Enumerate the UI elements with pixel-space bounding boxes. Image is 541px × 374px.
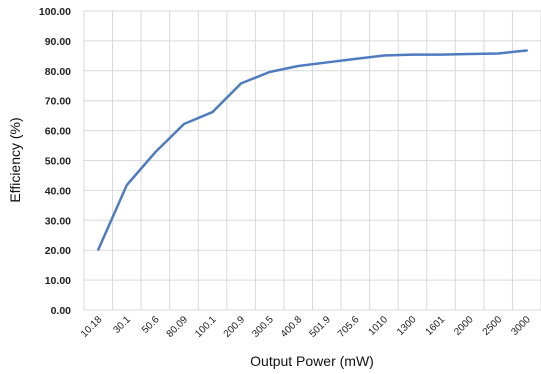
y-tick-label: 70.00 <box>45 96 71 108</box>
y-tick-label: 80.00 <box>45 66 71 78</box>
x-tick-label: 80.09 <box>165 314 191 340</box>
y-tick-label: 100.00 <box>39 6 71 18</box>
y-axis-tick-labels: 0.00 10.00 20.00 30.00 40.00 50.00 60.00 70.00 8… <box>39 6 71 317</box>
y-tick-label: 40.00 <box>45 185 71 197</box>
x-tick-label: 1300 <box>395 314 419 338</box>
x-tick-label: 10.18 <box>79 314 105 340</box>
series-group <box>97 49 528 251</box>
x-tick-label: 400.8 <box>279 314 305 340</box>
x-tick-label: 300.5 <box>250 314 276 340</box>
x-tick-label: 501.9 <box>307 314 333 340</box>
x-tick-label: 50.6 <box>140 314 162 336</box>
x-axis-title: Output Power (mW) <box>250 353 374 369</box>
y-tick-label: 50.00 <box>45 156 71 168</box>
x-tick-label: 1010 <box>367 314 391 338</box>
x-tick-label: 2500 <box>481 314 505 338</box>
vertical-gridlines <box>112 11 513 310</box>
y-tick-label: 10.00 <box>45 275 71 287</box>
y-tick-label: 0.00 <box>51 305 72 317</box>
x-tick-label: 705.6 <box>336 314 362 340</box>
x-tick-label: 30.1 <box>111 314 133 336</box>
x-tick-label: 200.9 <box>222 314 248 340</box>
x-tick-label: 1601 <box>424 314 448 338</box>
y-tick-label: 60.00 <box>45 126 71 138</box>
x-tick-label: 100.1 <box>193 314 219 340</box>
y-tick-label: 20.00 <box>45 245 71 257</box>
y-tick-label: 30.00 <box>45 215 71 227</box>
x-tick-label: 2000 <box>452 314 476 338</box>
x-tick-label: 3000 <box>509 314 533 338</box>
y-axis-title: Efficiency (%) <box>7 117 23 202</box>
x-axis-tick-labels: 10.18 30.1 50.6 80.09 100.1 200.9 300.5 400.8 50… <box>79 314 533 340</box>
series-line-0 <box>97 49 528 251</box>
y-tick-label: 90.00 <box>45 36 71 48</box>
